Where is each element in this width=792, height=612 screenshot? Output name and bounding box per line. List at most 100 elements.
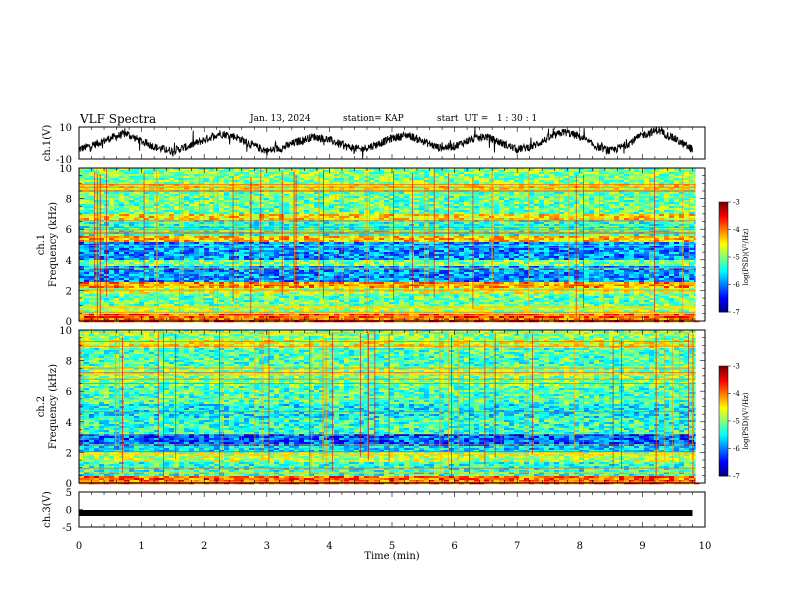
spectrogram-cell — [324, 202, 330, 205]
spectrogram-cell — [469, 182, 475, 185]
spectrogram-cell — [584, 174, 590, 177]
spectrogram-cell — [439, 222, 445, 225]
spectrogram-cell — [454, 216, 460, 219]
spectrogram-cell — [689, 180, 695, 183]
spectrogram-cell — [309, 216, 315, 219]
spectrogram-cell — [504, 222, 510, 225]
spectrogram-cell — [189, 176, 195, 179]
spectrogram-cell — [639, 234, 645, 237]
spectrogram-cell — [139, 184, 145, 187]
spectrogram-cell — [519, 178, 525, 181]
spectrogram-cell — [629, 216, 635, 219]
spectrogram-cell — [379, 236, 385, 239]
spectrogram-cell — [144, 204, 150, 207]
spectrogram-cell — [674, 224, 680, 227]
spectrogram-cell — [289, 176, 295, 179]
spectrogram-cell — [179, 230, 185, 233]
spectrogram-cell — [344, 180, 350, 183]
spectrogram-cell — [229, 240, 235, 243]
spectrogram-cell — [199, 172, 205, 175]
spectrogram-cell — [524, 204, 530, 207]
spectrogram-cell — [214, 192, 220, 195]
spectrogram-cell — [424, 196, 430, 199]
spectrogram-cell — [534, 240, 540, 243]
spectrogram-cell — [364, 240, 370, 243]
spectrogram-cell — [384, 182, 390, 185]
spectrogram-cell — [349, 196, 355, 199]
spectrogram-cell — [349, 172, 355, 175]
spectrogram-cell — [399, 176, 405, 179]
spectrogram-cell — [624, 194, 630, 197]
spectrogram-cell — [469, 238, 475, 241]
spectrogram-cell — [289, 174, 295, 177]
spectrogram-cell — [244, 196, 250, 199]
spectrogram-cell — [299, 224, 305, 227]
spectrogram-cell — [149, 212, 155, 215]
spectrogram-cell — [589, 222, 595, 225]
spectrogram-cell — [669, 192, 675, 195]
spectrogram-cell — [484, 212, 490, 215]
spectrogram-cell — [399, 180, 405, 183]
spectrogram-cell — [134, 242, 140, 245]
spectrogram-cell — [554, 240, 560, 243]
spectrogram-cell — [439, 170, 445, 173]
spectrogram-cell — [469, 174, 475, 177]
spectrogram-cell — [144, 210, 150, 213]
spectrogram-cell — [329, 242, 335, 245]
spectrogram-cell — [324, 178, 330, 181]
spectrogram-cell — [99, 236, 105, 239]
spectrogram-cell — [184, 198, 190, 201]
spectrogram-cell — [299, 192, 305, 195]
spectrogram-cell — [264, 208, 270, 211]
spectrogram-cell — [464, 196, 470, 199]
spectrogram-cell — [579, 230, 585, 233]
spectrogram-cell — [144, 222, 150, 225]
spectrogram-cell — [544, 180, 550, 183]
spectrogram-cell — [209, 236, 215, 239]
spectrogram-cell — [239, 240, 245, 243]
spectrogram-cell — [289, 224, 295, 227]
spectrogram-cell — [569, 194, 575, 197]
spectrogram-cell — [199, 234, 205, 237]
spectrogram-cell — [659, 194, 665, 197]
spectrogram-cell — [604, 230, 610, 233]
spectrogram-cell — [674, 210, 680, 213]
spectrogram-cell — [134, 216, 140, 219]
spectrogram-cell — [319, 176, 325, 179]
spectrogram-cell — [674, 198, 680, 201]
spectrogram-cell — [84, 198, 90, 201]
spectrogram-cell — [329, 230, 335, 233]
spectrogram-cell — [239, 222, 245, 225]
spectrogram-cell — [214, 228, 220, 231]
spectrogram-cell — [119, 180, 125, 183]
spectrogram-cell — [519, 218, 525, 221]
spectrogram-cell — [674, 214, 680, 217]
spectrogram-cell — [234, 174, 240, 177]
spectrogram-cell — [114, 198, 120, 201]
spectrogram-cell — [374, 228, 380, 231]
spectrogram-cell — [254, 194, 260, 197]
date-label: Jan. 13, 2024 — [250, 114, 311, 124]
spectrogram-cell — [369, 194, 375, 197]
spectrogram-cell — [204, 204, 210, 207]
spectrogram-cell — [159, 192, 165, 195]
spectrogram-cell — [294, 196, 300, 199]
spectrogram-cell — [664, 198, 670, 201]
spectrogram-cell — [659, 168, 665, 171]
spectrogram-cell — [179, 192, 185, 195]
spectrogram-cell — [164, 222, 170, 225]
spectrogram-cell — [549, 176, 555, 179]
spectrogram-cell — [304, 208, 310, 211]
spectrogram-cell — [309, 224, 315, 227]
spectrogram-cell — [584, 234, 590, 237]
spectrogram-cell — [564, 222, 570, 225]
spectrogram-cell — [654, 208, 660, 211]
spectrogram-cell — [214, 182, 220, 185]
spectrogram-cell — [119, 196, 125, 199]
spectrogram-cell — [429, 168, 435, 171]
spectrogram-cell — [534, 242, 540, 245]
spectrogram-cell — [484, 234, 490, 237]
spectrogram-cell — [109, 216, 115, 219]
spectrogram-cell — [129, 196, 135, 199]
spectrogram-cell — [79, 240, 85, 243]
